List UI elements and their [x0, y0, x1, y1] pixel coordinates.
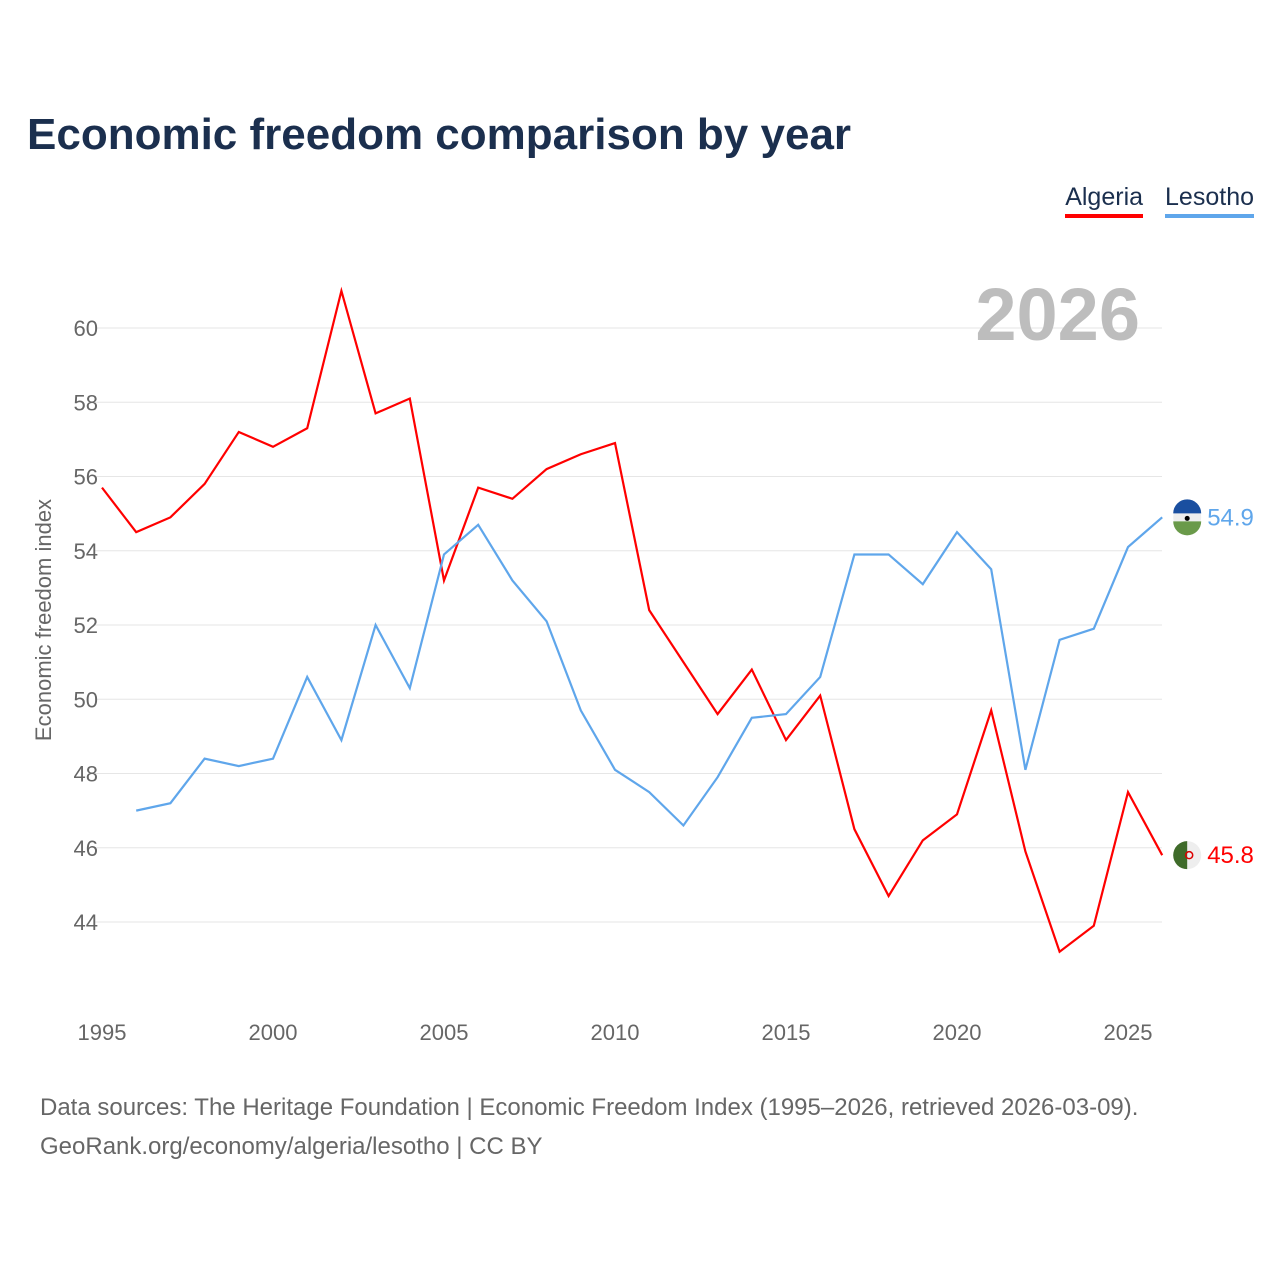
x-tick-label: 2025: [1104, 1020, 1153, 1045]
end-value-label: 45.8: [1207, 842, 1254, 869]
x-tick-label: 2010: [591, 1020, 640, 1045]
algeria-flag-crescent: [1184, 850, 1194, 860]
x-tick-label: 2015: [762, 1020, 811, 1045]
chart-title: Economic freedom comparison by year: [27, 110, 852, 159]
series-line-algeria: [101, 286, 1164, 954]
legend: Algeria Lesotho: [1065, 183, 1254, 218]
lesotho-flag-green: [1173, 521, 1202, 536]
footer: Data sources: The Heritage Foundation | …: [40, 1088, 1138, 1166]
year-watermark: 2026: [975, 273, 1140, 356]
lesotho-flag-blue: [1173, 499, 1202, 514]
y-tick-label: 46: [74, 836, 98, 861]
y-tick-label: 48: [74, 762, 98, 787]
y-tick-label: 50: [74, 687, 98, 712]
y-tick-label: 44: [74, 910, 98, 935]
algeria-flag-green-half: [1173, 841, 1188, 870]
y-tick-label: 58: [74, 390, 98, 415]
legend-algeria[interactable]: Algeria: [1065, 183, 1144, 218]
y-tick-label: 56: [74, 465, 98, 490]
x-tick-label: 2020: [933, 1020, 982, 1045]
x-tick-label: 2005: [420, 1020, 469, 1045]
source-line: Data sources: The Heritage Foundation | …: [40, 1094, 1139, 1121]
series-line-lesotho: [135, 516, 1163, 828]
attribution-line[interactable]: GeoRank.org/economy/algeria/lesotho | CC…: [40, 1133, 543, 1160]
y-axis-label: Economic freedom index: [31, 499, 56, 741]
y-tick-label: 52: [74, 613, 98, 638]
y-tick-label: 60: [74, 316, 98, 341]
legend-lesotho[interactable]: Lesotho: [1165, 183, 1254, 218]
lesotho-flag-hat: [1184, 515, 1190, 521]
x-tick-label: 2000: [249, 1020, 298, 1045]
end-value-label: 54.9: [1207, 504, 1254, 531]
x-tick-label: 1995: [78, 1020, 127, 1045]
y-tick-label: 54: [74, 539, 98, 564]
